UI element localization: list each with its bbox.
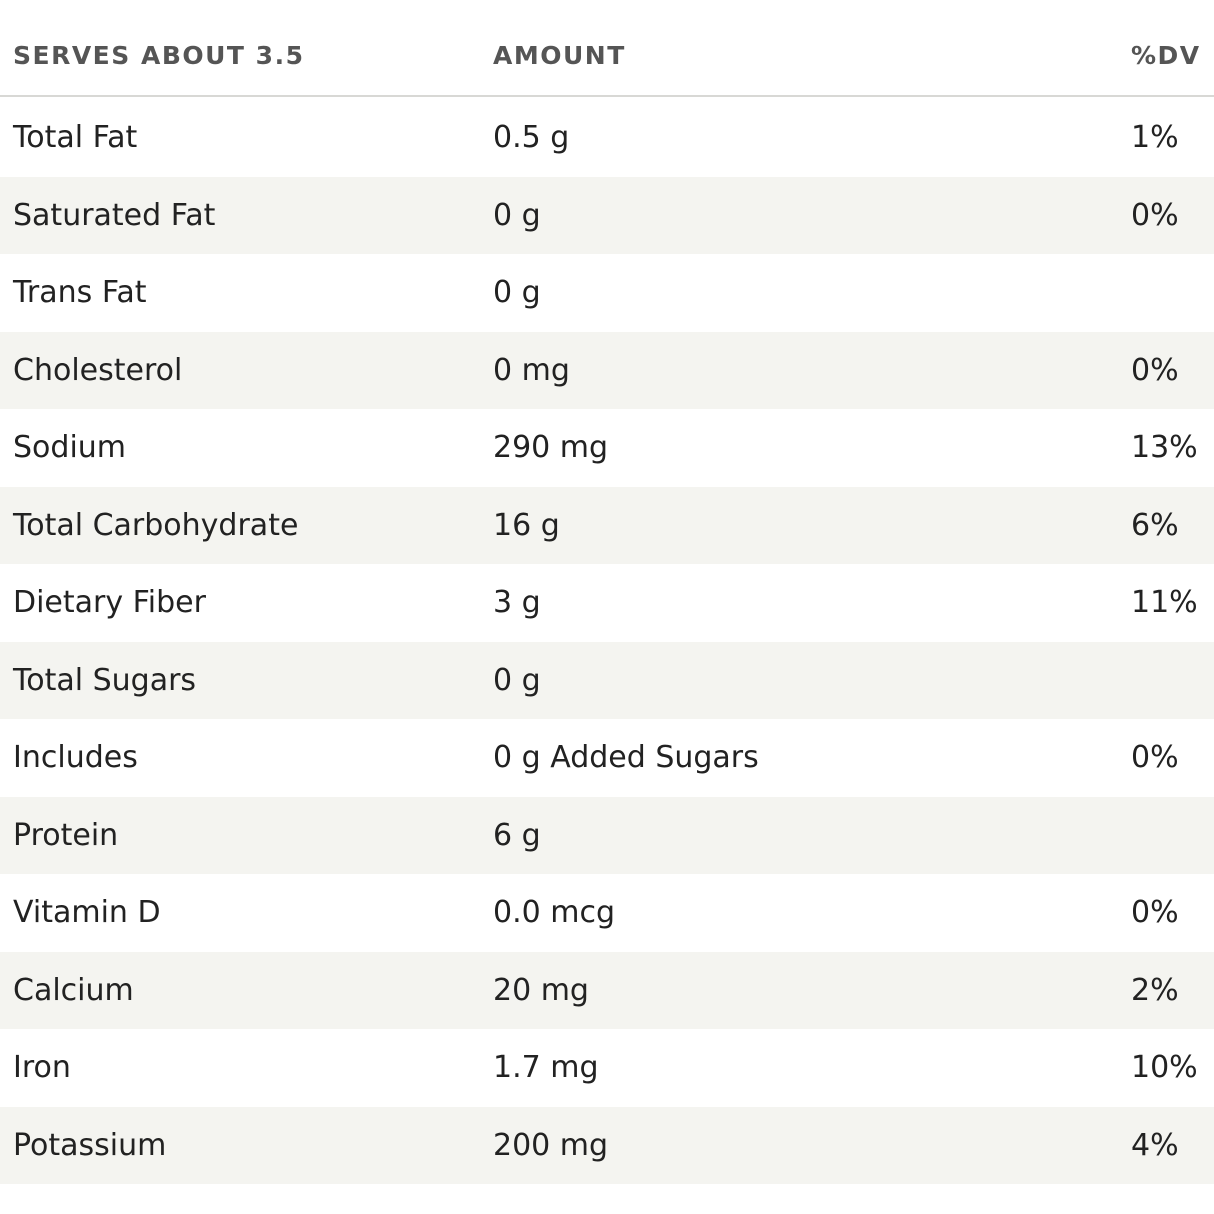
nutrient-dv: 0% [1131, 895, 1179, 931]
nutrient-amount: 0 g [493, 197, 541, 233]
nutrient-amount: 0 g [493, 662, 541, 698]
table-row: Sodium 290 mg 13% [0, 409, 1214, 487]
nutrient-amount: 6 g [493, 817, 541, 853]
header-serving: SERVES ABOUT 3.5 [13, 41, 305, 70]
nutrient-name: Dietary Fiber [13, 585, 206, 621]
table-row: Total Fat 0.5 g 1% [0, 99, 1214, 177]
nutrient-amount: 0.0 mcg [493, 895, 616, 931]
header-dv: %DV [1131, 41, 1201, 70]
table-row: Includes 0 g Added Sugars 0% [0, 719, 1214, 797]
table-header: SERVES ABOUT 3.5 AMOUNT %DV [0, 0, 1214, 97]
nutrient-dv: 0% [1131, 352, 1179, 388]
nutrient-amount: 3 g [493, 585, 541, 621]
nutrient-dv: 1% [1131, 120, 1179, 156]
table-row: Protein 6 g [0, 796, 1214, 874]
table-row: Calcium 20 mg 2% [0, 951, 1214, 1029]
nutrient-amount: 0 g [493, 275, 541, 311]
table-row: Vitamin D 0.0 mcg 0% [0, 874, 1214, 952]
nutrient-dv: 4% [1131, 1127, 1179, 1163]
table-row: Cholesterol 0 mg 0% [0, 331, 1214, 409]
nutrient-dv: 11% [1131, 585, 1198, 621]
table-row: Iron 1.7 mg 10% [0, 1029, 1214, 1107]
table-row: Potassium 200 mg 4% [0, 1106, 1214, 1184]
nutrient-name: Calcium [13, 972, 134, 1008]
nutrient-amount: 20 mg [493, 972, 589, 1008]
nutrient-dv: 0% [1131, 197, 1179, 233]
table-row: Saturated Fat 0 g 0% [0, 176, 1214, 254]
table-row: Dietary Fiber 3 g 11% [0, 564, 1214, 642]
nutrient-amount: 0.5 g [493, 120, 570, 156]
nutrient-dv: 2% [1131, 972, 1179, 1008]
nutrient-amount: 0 g Added Sugars [493, 740, 759, 776]
nutrition-table: SERVES ABOUT 3.5 AMOUNT %DV Total Fat 0.… [0, 0, 1214, 1184]
table-row: Trans Fat 0 g [0, 254, 1214, 332]
table-row: Total Sugars 0 g [0, 641, 1214, 719]
nutrient-dv: 0% [1131, 740, 1179, 776]
nutrient-name: Iron [13, 1050, 71, 1086]
nutrient-name: Protein [13, 817, 119, 853]
nutrient-amount: 200 mg [493, 1127, 609, 1163]
nutrient-name: Total Sugars [13, 662, 197, 698]
nutrient-amount: 16 g [493, 507, 560, 543]
nutrient-dv: 6% [1131, 507, 1179, 543]
nutrient-amount: 1.7 mg [493, 1050, 599, 1086]
nutrient-dv: 10% [1131, 1050, 1198, 1086]
nutrient-amount: 290 mg [493, 430, 609, 466]
nutrient-dv: 13% [1131, 430, 1198, 466]
nutrient-name: Cholesterol [13, 352, 183, 388]
nutrient-amount: 0 mg [493, 352, 570, 388]
nutrient-name: Trans Fat [13, 275, 147, 311]
nutrient-name: Sodium [13, 430, 127, 466]
nutrient-name: Total Fat [13, 120, 138, 156]
table-row: Total Carbohydrate 16 g 6% [0, 486, 1214, 564]
header-amount: AMOUNT [493, 41, 626, 70]
nutrient-name: Potassium [13, 1127, 167, 1163]
nutrient-name: Vitamin D [13, 895, 161, 931]
nutrient-name: Includes [13, 740, 138, 776]
nutrient-name: Total Carbohydrate [13, 507, 299, 543]
nutrient-name: Saturated Fat [13, 197, 216, 233]
table-body: Total Fat 0.5 g 1% Saturated Fat 0 g 0% … [0, 99, 1214, 1184]
